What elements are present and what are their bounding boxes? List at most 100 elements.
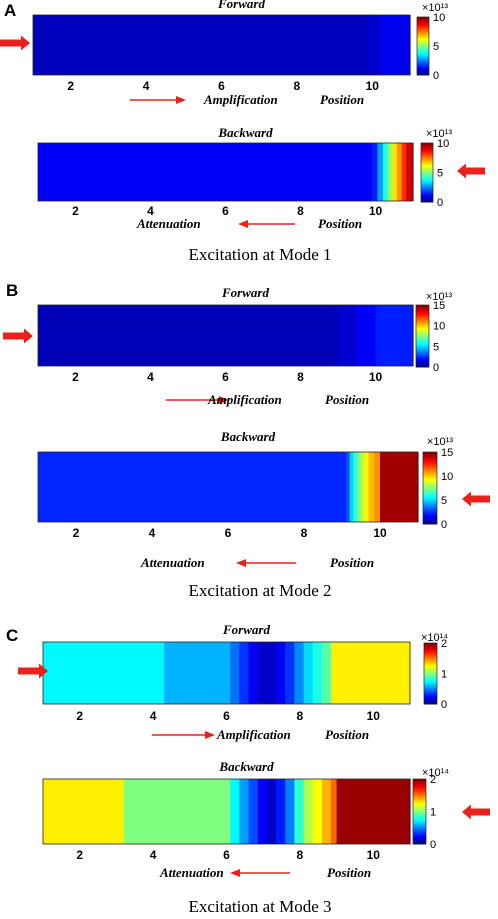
annotation-left: Attenuation	[140, 555, 205, 570]
colorbar-step	[416, 310, 429, 312]
x-tick-label: 8	[297, 370, 304, 384]
colorbar-step	[416, 324, 429, 327]
colorbar-step	[416, 329, 429, 332]
colorbar-frame	[423, 642, 438, 705]
input-arrow	[3, 328, 33, 344]
colorbar-step	[421, 145, 433, 148]
colorbar-tick-label: 5	[437, 168, 443, 180]
colorbar-step	[421, 161, 433, 164]
colorbar-step	[413, 785, 426, 788]
heatmap-panel-3: Backward 2 4 6 8 10 0 5 10 15×10¹³ Attenuation Posi…	[37, 429, 490, 600]
colorbar-step	[421, 179, 433, 182]
colorbar-step	[423, 518, 437, 520]
colorbar-step	[424, 645, 437, 648]
heatmap-cell	[379, 15, 411, 75]
colorbar-step	[416, 308, 429, 311]
x-tick-label: 10	[367, 709, 381, 723]
heatmap-frame	[42, 778, 411, 845]
colorbar-step	[416, 347, 429, 350]
colorbar-tick-label: 10	[433, 321, 445, 333]
colorbar-step	[421, 177, 433, 180]
colorbar-step	[421, 144, 433, 146]
colorbar-step	[413, 818, 426, 821]
input-arrow	[457, 163, 485, 179]
colorbar-step	[417, 68, 429, 71]
x-tick-label: 2	[67, 79, 74, 93]
x-tick-label: 8	[297, 848, 304, 862]
colorbar-step	[416, 356, 429, 359]
colorbar-step	[416, 325, 429, 328]
colorbar-step	[421, 183, 433, 186]
colorbar-step	[417, 32, 429, 35]
colorbar-tick-label: 10	[433, 12, 445, 24]
colorbar-step	[417, 53, 429, 55]
heatmap-cell	[331, 779, 338, 844]
colorbar-step	[417, 60, 429, 63]
colorbar-step	[424, 655, 437, 658]
heatmap-cell	[357, 452, 362, 522]
colorbar-step	[424, 701, 437, 704]
colorbar-step	[413, 823, 426, 826]
colorbar-step	[417, 48, 429, 51]
colorbar-step	[424, 700, 437, 702]
heatmap-cell	[360, 15, 370, 75]
colorbar-step	[424, 682, 437, 685]
colorbar-step	[424, 646, 437, 649]
colorbar-tick-label: 5	[433, 341, 439, 353]
colorbar-step	[424, 702, 437, 705]
heatmap-frame	[37, 304, 414, 367]
colorbar-step	[416, 339, 429, 342]
heatmap-cell	[248, 642, 259, 704]
colorbar-step	[423, 476, 437, 478]
colorbar-step	[417, 18, 429, 20]
colorbar-step	[417, 29, 429, 31]
direction-arrow	[238, 220, 295, 228]
colorbar-step	[424, 677, 437, 680]
colorbar-step	[423, 491, 437, 493]
colorbar-step	[413, 826, 426, 829]
colorbar-step	[423, 474, 437, 477]
colorbar-step	[424, 683, 437, 686]
colorbar-step	[424, 660, 437, 663]
heatmap-cell	[239, 779, 250, 844]
colorbar-frame	[412, 778, 427, 845]
colorbar-step	[421, 154, 433, 156]
colorbar-step	[416, 307, 429, 310]
colorbar-step	[416, 348, 429, 351]
colorbar-step	[416, 317, 429, 320]
colorbar-step	[424, 678, 437, 681]
direction-arrow	[166, 396, 229, 404]
heatmap-cell	[38, 143, 373, 201]
heatmap-frame	[37, 451, 419, 523]
colorbar-step	[416, 359, 429, 362]
heatmap-cell	[276, 642, 286, 704]
colorbar-step	[417, 24, 429, 26]
colorbar-step	[417, 30, 429, 32]
mode-caption: Excitation at Mode 2	[188, 581, 331, 600]
colorbar-step	[417, 21, 429, 24]
heatmap-cell	[345, 452, 351, 522]
colorbar-step	[417, 31, 429, 34]
colorbar-step	[417, 67, 429, 70]
annotation-position: Position	[318, 216, 362, 231]
colorbar-step	[417, 43, 429, 46]
x-tick-label: 8	[297, 204, 304, 218]
colorbar-step	[421, 155, 433, 158]
colorbar-step	[413, 804, 426, 807]
annotation-position: Position	[320, 92, 364, 107]
colorbar-tick-label: 0	[433, 362, 439, 374]
colorbar-tick-label: 0	[437, 197, 443, 209]
heatmap-cell	[312, 642, 323, 704]
colorbar-step	[413, 811, 426, 814]
colorbar-step	[421, 194, 433, 197]
colorbar-step	[417, 62, 429, 65]
colorbar-step	[416, 315, 429, 318]
colorbar-step	[417, 25, 429, 28]
panel-letter: A	[4, 1, 16, 20]
colorbar-step	[417, 33, 429, 36]
colorbar-step	[424, 650, 437, 653]
colorbar-step	[424, 686, 437, 688]
